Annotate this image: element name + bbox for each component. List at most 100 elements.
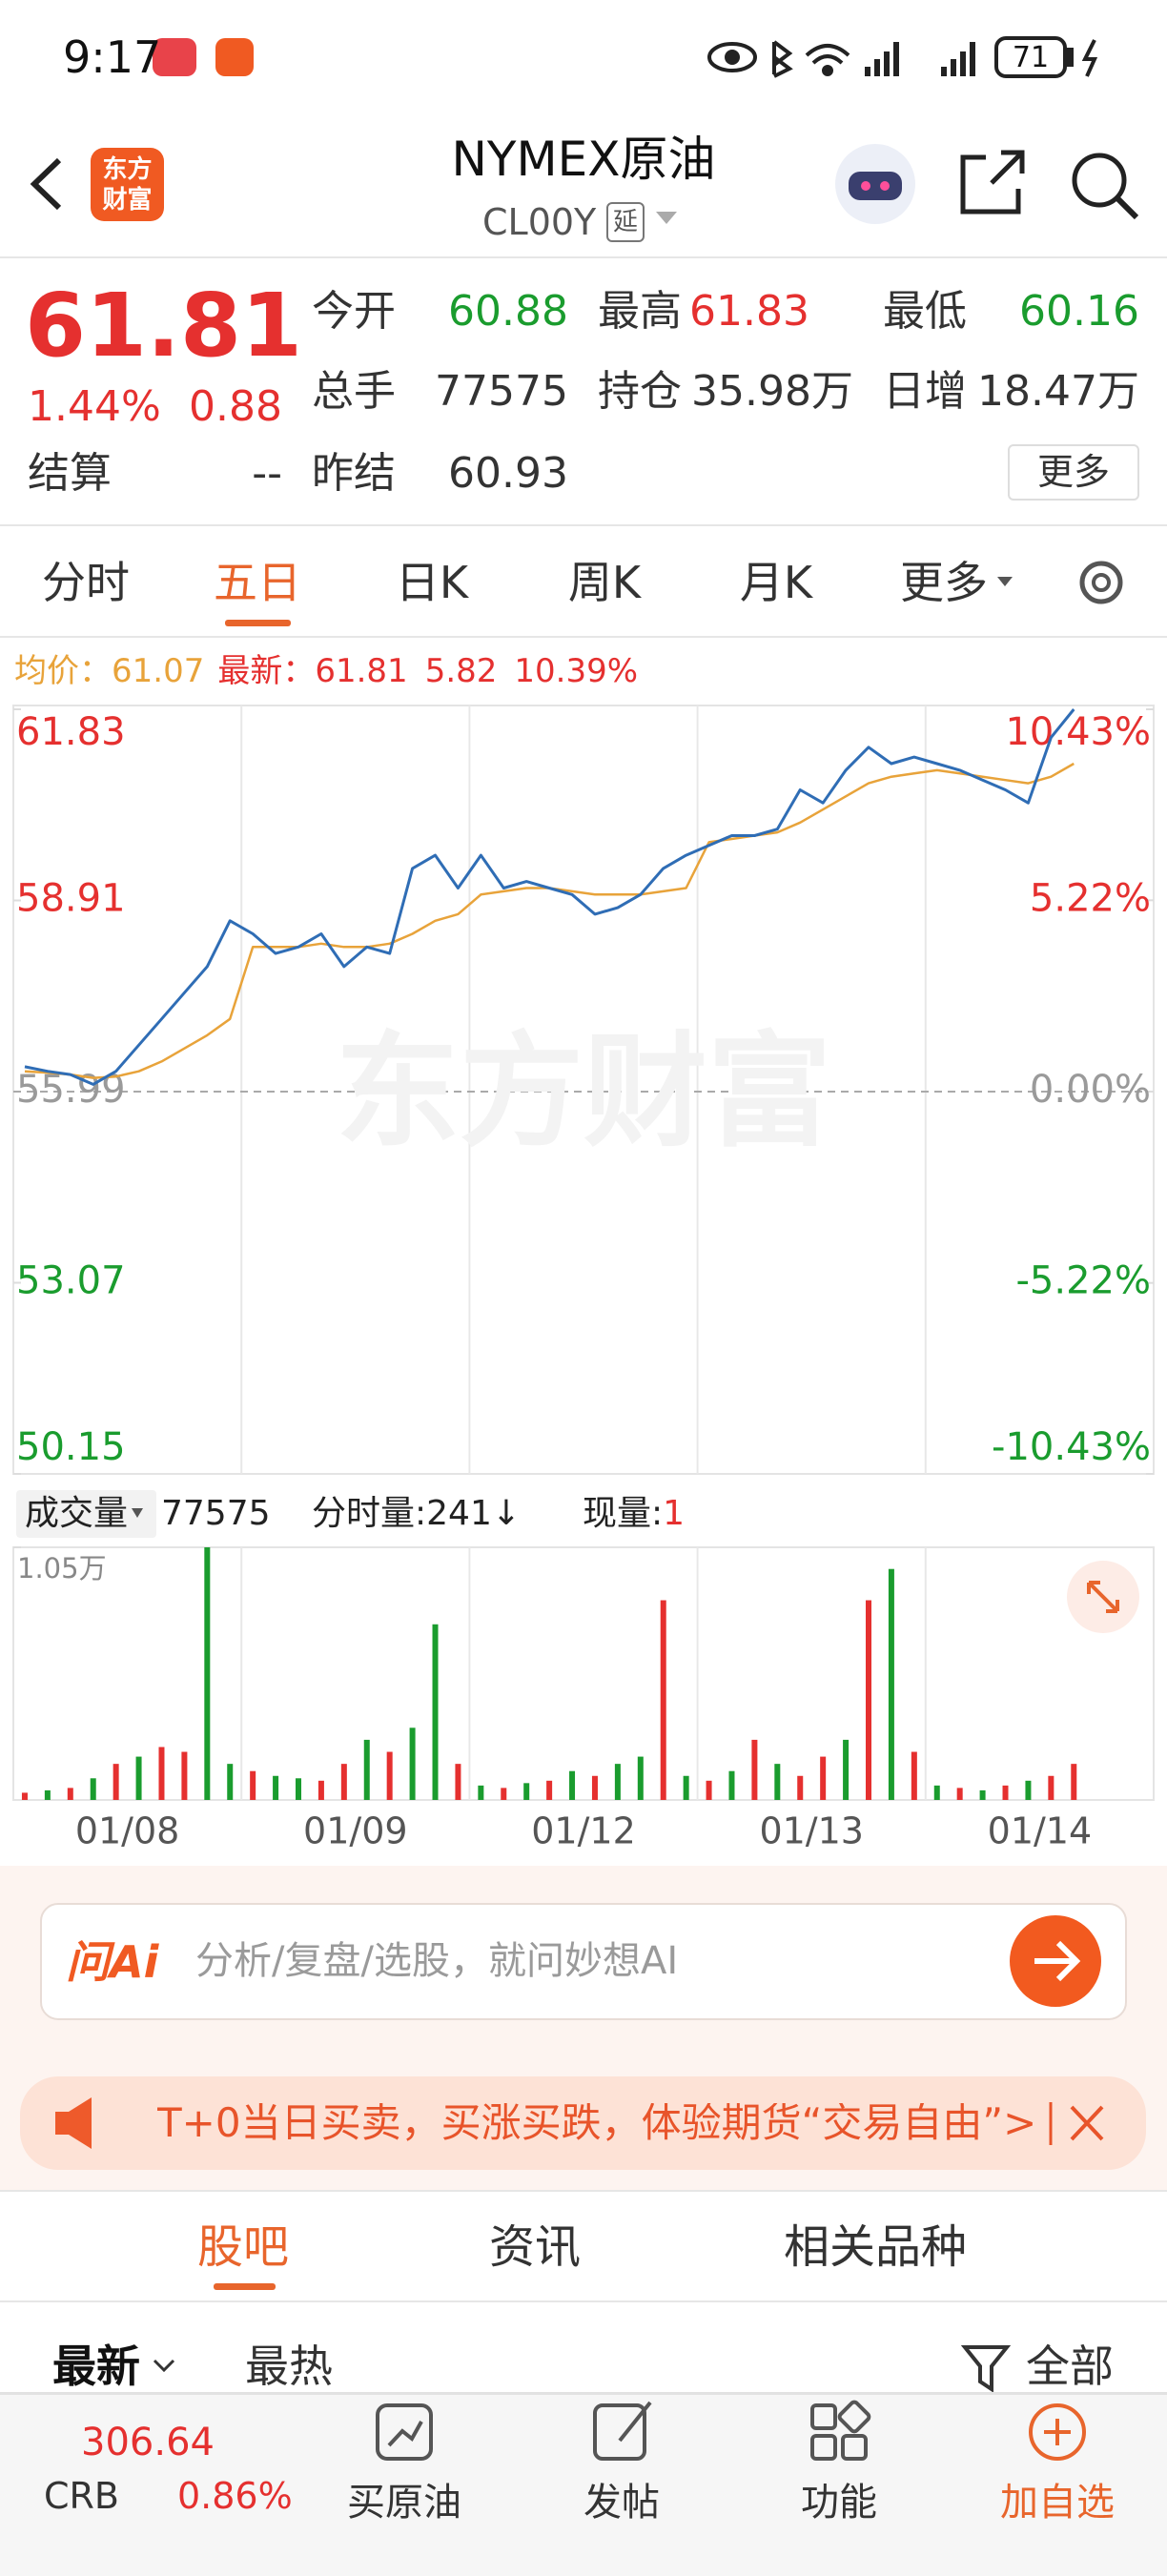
index-percent: 0.86% <box>177 2475 293 2517</box>
last-price: 61.81 <box>25 275 303 377</box>
sort-arrow <box>153 2359 175 2373</box>
volume-bar <box>409 1728 416 1800</box>
volume-bar <box>683 1775 689 1800</box>
sort-tab[interactable]: 最新 <box>52 2341 140 2392</box>
code-arrow[interactable] <box>656 212 677 224</box>
latest-label: 最新： <box>217 652 316 690</box>
volume-bar <box>888 1568 894 1800</box>
search-button[interactable] <box>1072 153 1127 208</box>
contract-code: CL00Y <box>482 201 597 243</box>
volume-bar <box>660 1600 666 1800</box>
field-label: 持仓 <box>598 367 682 416</box>
y-tick-label: 58.91 <box>16 877 126 921</box>
volume-bar <box>979 1789 986 1800</box>
volume-bar <box>614 1764 621 1800</box>
volume-bar <box>44 1789 51 1800</box>
ai-input[interactable] <box>40 1903 1127 2020</box>
x-tick-label: 01/08 <box>75 1810 180 1852</box>
search-handle <box>1115 195 1139 220</box>
current-label: 现量: <box>583 1494 664 1533</box>
ai-placeholder[interactable]: 分析/复盘/选股，就问妙想AI <box>195 1939 679 1983</box>
y-tick-label: 53.07 <box>16 1259 126 1303</box>
volume-bar <box>455 1764 461 1800</box>
volume-bar <box>956 1788 963 1800</box>
index-value: 306.64 <box>81 2421 215 2464</box>
section-tab[interactable]: 股吧 <box>196 2220 289 2274</box>
action-icons <box>376 2400 1086 2461</box>
avg-value: 61.07 <box>112 652 205 690</box>
volume-bar <box>706 1780 712 1800</box>
page-title: NYMEX原油 <box>451 132 716 187</box>
volume-bar <box>569 1770 576 1800</box>
volume-bar <box>67 1788 73 1800</box>
logo-text: 东方 <box>102 155 153 184</box>
filter-icon[interactable] <box>960 2345 1012 2393</box>
field-label: 昨结 <box>312 449 396 498</box>
app-icon <box>153 38 196 76</box>
ai-arrow <box>1034 1940 1081 1982</box>
volume-bar <box>728 1770 735 1800</box>
period-tab[interactable]: 月K <box>739 557 813 608</box>
volume-label: 成交量 <box>25 1494 129 1533</box>
sort-tab[interactable]: 最热 <box>245 2341 333 2392</box>
settings-button[interactable] <box>1079 561 1123 604</box>
volume-bar <box>820 1756 827 1800</box>
bottom-action[interactable]: 加自选 <box>1000 2481 1115 2525</box>
bottom-icons <box>376 2400 1086 2461</box>
bottom-action[interactable]: 买原油 <box>347 2481 461 2525</box>
field-value: 60.16 <box>1019 287 1139 336</box>
bottom-action[interactable]: 功能 <box>801 2481 877 2525</box>
y2-tick-label: 0.00% <box>1030 1068 1151 1112</box>
bottom-action[interactable]: 发帖 <box>584 2481 660 2525</box>
index-name: CRB <box>44 2475 120 2517</box>
field-value: 60.93 <box>448 449 568 498</box>
y-tick-label: 50.15 <box>16 1425 126 1469</box>
section-tab[interactable]: 相关品种 <box>783 2220 967 2274</box>
x-tick-label: 01/09 <box>303 1810 408 1852</box>
y2-tick-label: -10.43% <box>992 1425 1151 1469</box>
current-volume: 现量:1 <box>583 1497 685 1531</box>
more-button[interactable]: 更多 <box>1008 444 1139 501</box>
volume-bar <box>1048 1775 1054 1800</box>
y-tick-label: 61.83 <box>16 710 126 754</box>
volume-bar <box>273 1775 279 1800</box>
period-volume: 分时量:241↓ <box>312 1494 522 1533</box>
status-time: 9:17 <box>63 31 162 83</box>
field-value: 35.98万 <box>691 367 853 416</box>
logo-text: 财富 <box>102 186 153 215</box>
period-tab[interactable]: 更多 <box>900 557 988 608</box>
volume-bar <box>933 1785 940 1800</box>
watermark: 东方财富 <box>335 1019 831 1164</box>
banner[interactable] <box>20 2076 1146 2170</box>
share-button[interactable] <box>960 150 1025 215</box>
volume-bar <box>227 1764 234 1800</box>
volume-bar <box>523 1783 530 1800</box>
period-tab[interactable]: 日K <box>395 557 469 608</box>
volume-selector[interactable] <box>16 1490 156 1538</box>
period-tab[interactable]: 分时 <box>42 557 130 608</box>
ai-brand: 问Ai <box>66 1936 159 1988</box>
volume-total: 77575 <box>161 1494 271 1533</box>
avatar-face <box>849 172 902 200</box>
field-label: 最低 <box>883 287 967 336</box>
volume-bar <box>911 1751 917 1800</box>
volume-bar <box>135 1756 142 1800</box>
field-value: 60.88 <box>448 287 568 336</box>
x-tick-label: 01/12 <box>531 1810 636 1852</box>
period-tab[interactable]: 五日 <box>214 557 301 608</box>
volume-bar <box>21 1792 28 1800</box>
close-banner[interactable] <box>1070 2105 1104 2141</box>
app-icon <box>215 38 254 76</box>
field-label: 总手 <box>312 367 396 416</box>
banner-text[interactable]: T+0当日买卖，买涨买跌，体验期货“交易自由”> <box>157 2103 1034 2143</box>
settle-label: 结算 <box>28 449 112 498</box>
volume-bar <box>843 1739 850 1800</box>
section-tab[interactable]: 资讯 <box>488 2220 581 2274</box>
filter-label[interactable]: 全部 <box>1026 2341 1114 2392</box>
back-button[interactable] <box>30 157 62 211</box>
x-tick-label: 01/14 <box>988 1810 1093 1852</box>
volume-bar <box>181 1751 188 1800</box>
period-tab[interactable]: 周K <box>567 557 642 608</box>
battery-level: 71 <box>1012 41 1050 74</box>
